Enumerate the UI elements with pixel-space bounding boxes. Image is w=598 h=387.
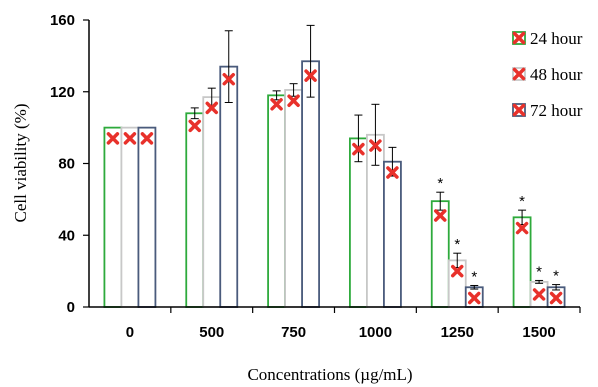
significance-star-1-1250: * [437,175,443,192]
marker-2-750 [287,94,300,107]
error-bar-2-1000 [371,103,380,166]
bar-1-500 [185,112,205,308]
legend: 24 hour 48 hour 72 hour [512,29,583,120]
marker-1-0 [106,132,120,145]
marker-2-500 [205,101,218,115]
legend-marker [512,31,526,45]
marker-3-1000 [386,166,399,179]
bar-1-1000 [349,137,368,308]
marker-3-1250 [468,291,481,305]
marker-2-0 [123,132,137,145]
legend-label: 24 hour [530,29,583,48]
y-tick-label: 80 [58,156,75,173]
error-bar-3-750 [306,24,315,98]
error-bar-1-500 [190,107,199,120]
legend-marker [512,103,526,117]
legend-item-2: 48 hour [512,65,583,84]
marker-1-500 [188,119,201,133]
significance-star-2-1500: * [536,263,542,280]
x-ticks: 0 500 750 1000 1250 1500 [126,307,581,341]
marker-1-1250 [434,209,447,222]
error-bar-3-500 [224,30,233,104]
marker-3-750 [304,69,317,82]
x-tick-label: 1000 [359,324,392,341]
marker-2-1250 [451,264,464,278]
y-tick-label: 160 [50,12,75,29]
significance-star-1-1500: * [519,193,525,210]
legend-item-1: 24 hour [512,29,583,48]
y-ticks: 0 40 80 120 160 [50,12,89,316]
legend-marker [512,67,526,81]
bar-1-750 [267,94,286,308]
bar-1-1500 [512,216,532,308]
error-bar-1-1000 [354,114,363,163]
marker-1-750 [270,98,283,111]
error-bar-3-1500 [552,284,561,291]
bar-2-750 [284,89,303,308]
y-tick-label: 40 [58,227,75,244]
legend-item-3: 72 hour [512,101,583,120]
bars-layer: * * * * * * [103,24,566,308]
bar-1-0 [103,126,123,308]
marker-1-1500 [515,221,529,235]
bar-3-750 [301,60,320,308]
axes-layer [88,20,580,308]
bar-2-500 [202,96,222,308]
x-tick-label: 500 [199,324,224,341]
bar-3-0 [137,126,157,308]
bar-2-0 [120,126,140,308]
marker-1-1000 [352,142,365,156]
x-tick-label: 0 [126,324,134,341]
x-tick-label: 750 [281,324,306,341]
significance-star-2-1250: * [454,236,460,253]
bar-3-1000 [383,160,402,308]
error-bar-1-1250 [436,191,445,211]
error-bar-3-1250 [470,284,479,290]
marker-2-1000 [369,139,382,152]
legend-label: 48 hour [530,65,583,84]
x-tick-label: 1500 [522,324,555,341]
marker-3-0 [140,132,154,145]
marker-2-1500 [532,288,546,301]
significance-star-3-1500: * [553,268,559,285]
marker-3-1500 [549,291,563,305]
x-axis-title: Concentrations (µg/mL) [247,365,412,384]
significance-star-3-1250: * [471,268,477,285]
marker-3-500 [222,72,235,86]
error-bar-2-1500 [535,279,544,284]
y-tick-label: 120 [50,84,75,101]
y-tick-label: 0 [67,299,75,316]
legend-label: 72 hour [530,101,583,120]
y-axis-title: Cell viability (%) [11,104,30,223]
x-tick-label: 1250 [441,324,474,341]
